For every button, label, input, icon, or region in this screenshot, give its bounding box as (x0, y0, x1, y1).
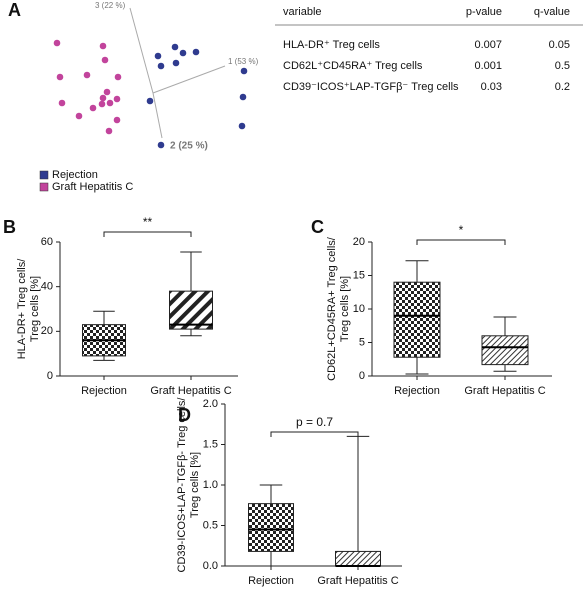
point (179, 49, 187, 57)
point (172, 59, 180, 67)
table-header: variable (283, 6, 322, 18)
box (335, 550, 381, 567)
x-tick-label: Rejection (81, 385, 127, 397)
point (114, 73, 122, 81)
pca-axes (129, 7, 226, 139)
significance-label: ** (143, 215, 153, 229)
legend-swatch (39, 170, 49, 180)
point (157, 141, 165, 149)
point (99, 94, 107, 102)
point (113, 116, 121, 124)
significance-label: * (459, 223, 464, 237)
significance-bracket (270, 431, 359, 437)
box (169, 290, 213, 330)
y-tick-label: 20 (41, 325, 53, 337)
table-cell: 0.2 (555, 81, 570, 93)
significance-bracket (416, 239, 506, 245)
table-cell: 0.5 (555, 60, 570, 72)
point (101, 56, 109, 64)
table-cell: 0.03 (481, 81, 502, 93)
table-header: p-value (466, 6, 502, 18)
point (53, 39, 61, 47)
table-cell: 0.05 (549, 39, 570, 51)
legend-swatch (39, 182, 49, 192)
y-tick-label: 2.0 (203, 398, 218, 410)
y-tick-label: 20 (353, 236, 365, 248)
point (146, 97, 154, 105)
y-axis-label: Treg cells [%] (189, 452, 201, 518)
point (171, 43, 179, 51)
y-tick-label: 40 (41, 281, 53, 293)
axis-label: 2 (25 %) (170, 141, 208, 152)
panel-letter: C (311, 217, 324, 237)
point (98, 100, 106, 108)
point (240, 67, 248, 75)
y-axis-label: CD62L+CD45RA+ Treg cells/ (326, 236, 338, 381)
x-tick-label: Graft Hepatitis C (317, 575, 398, 587)
x-tick-label: Graft Hepatitis C (150, 385, 231, 397)
table-header: q-value (534, 6, 570, 18)
x-tick-label: Graft Hepatitis C (464, 385, 545, 397)
point (83, 71, 91, 79)
y-tick-label: 0 (359, 370, 365, 382)
y-tick-label: 15 (353, 269, 365, 281)
y-axis-label: Treg cells [%] (339, 276, 351, 342)
table-cell: HLA-DR⁺ Treg cells (283, 39, 380, 51)
table-cell: CD62L⁺CD45RA⁺ Treg cells (283, 60, 423, 72)
x-tick-label: Rejection (394, 385, 440, 397)
point (157, 62, 165, 70)
y-tick-label: 0.5 (203, 519, 218, 531)
point (56, 73, 64, 81)
y-tick-label: 5 (359, 336, 365, 348)
x-tick-label: Rejection (248, 575, 294, 587)
point (154, 52, 162, 60)
y-tick-label: 0.0 (203, 560, 218, 572)
table-cell: 0.001 (474, 60, 502, 72)
point (238, 122, 246, 130)
y-axis-label: Treg cells [%] (29, 276, 41, 342)
point (113, 95, 121, 103)
axis-label: 1 (53 %) (228, 57, 259, 66)
box (248, 503, 294, 552)
significance-label: p = 0.7 (296, 415, 333, 429)
point (75, 112, 83, 120)
point (192, 48, 200, 56)
y-tick-label: 1.0 (203, 479, 218, 491)
point (99, 42, 107, 50)
y-tick-label: 0 (47, 370, 53, 382)
axis-label: 3 (22 %) (95, 1, 126, 10)
point (106, 99, 114, 107)
legend-label: Graft Hepatitis C (52, 181, 133, 193)
legend-label: Rejection (52, 169, 98, 181)
y-axis-label: CD39-ICOS+LAP-TGFβ- Treg cells/ (176, 397, 188, 573)
y-axis-label: HLA-DR+ Treg cells/ (16, 258, 28, 360)
point (58, 99, 66, 107)
panel-letter: B (3, 217, 16, 237)
box (393, 281, 441, 358)
panel-letter: D (178, 405, 191, 425)
significance-bracket (103, 231, 192, 237)
point (89, 104, 97, 112)
point (103, 88, 111, 96)
y-tick-label: 1.5 (203, 438, 218, 450)
y-tick-label: 60 (41, 236, 53, 248)
point (239, 93, 247, 101)
box (481, 335, 529, 366)
table-cell: 0.007 (474, 39, 502, 51)
y-tick-label: 10 (353, 303, 365, 315)
table-cell: CD39⁻ICOS⁺LAP-TGFβ⁻ Treg cells (283, 81, 459, 93)
point (105, 127, 113, 135)
panel-letter: A (8, 0, 21, 20)
